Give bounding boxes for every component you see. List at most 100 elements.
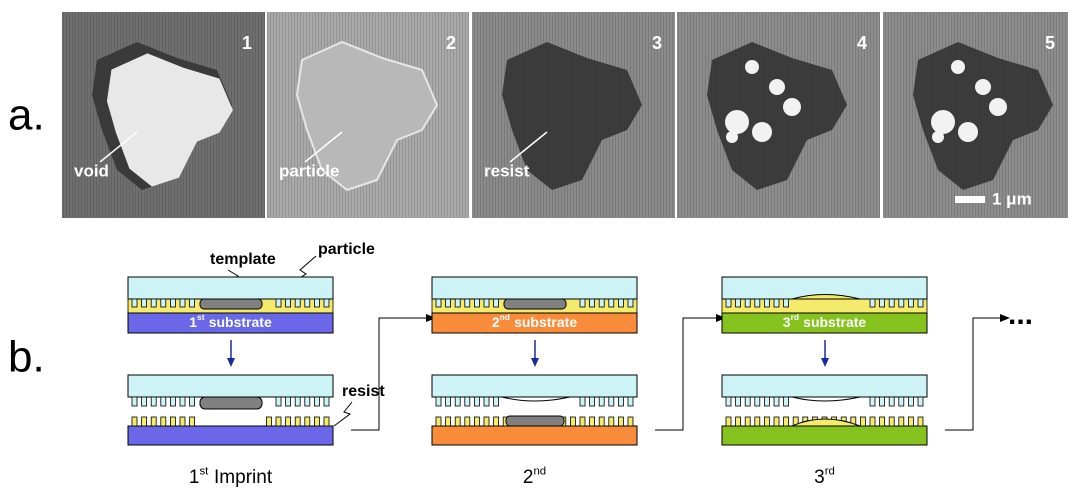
resist-tooth: [899, 417, 904, 426]
tooth: [474, 397, 479, 406]
resist-tooth: [295, 417, 300, 426]
process-arrowhead: [821, 358, 829, 367]
tooth: [745, 397, 750, 406]
resist-tooth: [628, 417, 633, 426]
resist-layer: [722, 299, 927, 313]
template: [722, 375, 927, 397]
resist-tooth: [266, 417, 271, 426]
tooth: [465, 397, 470, 406]
resist-spot: [958, 122, 978, 142]
tooth: [474, 299, 479, 307]
resist-tooth: [305, 417, 310, 426]
tooth: [908, 299, 913, 307]
tooth: [590, 299, 595, 307]
callout-line: [334, 402, 352, 426]
resist-spot: [931, 110, 955, 134]
resist-tooth: [889, 417, 894, 426]
resist-tooth: [436, 417, 441, 426]
resist-tooth: [745, 417, 750, 426]
label-text: substrate: [514, 314, 577, 330]
label-sup: nd: [533, 465, 546, 477]
template: [432, 375, 637, 397]
tooth: [190, 397, 195, 406]
resist-tooth: [599, 417, 604, 426]
resist-spot: [726, 131, 738, 143]
tooth: [151, 397, 156, 406]
tooth: [736, 397, 741, 406]
tooth: [918, 397, 923, 406]
resist-tooth: [455, 417, 460, 426]
resist-spot: [769, 79, 785, 95]
tooth: [908, 397, 913, 406]
tooth: [745, 299, 750, 307]
tooth: [726, 397, 731, 406]
resist-tooth: [618, 417, 623, 426]
resist-spot: [745, 60, 759, 74]
resist-spot: [783, 98, 801, 116]
particle: [506, 416, 564, 426]
tooth: [870, 299, 875, 307]
tooth: [305, 397, 310, 406]
resist-spot: [725, 110, 749, 134]
connector: [945, 318, 1000, 430]
resist-tooth: [324, 417, 329, 426]
tooth: [465, 299, 470, 307]
resist-spot: [752, 122, 772, 142]
label-sup: st: [197, 312, 205, 322]
tooth: [618, 397, 623, 406]
resist-spot: [989, 98, 1007, 116]
substrate: [128, 426, 333, 445]
resist-tooth: [736, 417, 741, 426]
tooth: [628, 299, 633, 307]
resist-tooth: [609, 417, 614, 426]
tooth: [889, 397, 894, 406]
tooth: [784, 299, 789, 307]
label-sup: st: [199, 465, 209, 477]
tooth: [580, 397, 585, 406]
particle: [200, 397, 262, 409]
tooth: [132, 397, 137, 406]
image-number: 5: [1045, 33, 1055, 53]
tooth: [132, 299, 137, 307]
process-arrowhead: [227, 358, 235, 367]
resist-spot: [975, 79, 991, 95]
tooth: [436, 397, 441, 406]
tooth: [580, 299, 585, 307]
page: { "panel_a": { "label": "a.", "images": …: [0, 0, 1073, 493]
tooth: [599, 299, 604, 307]
annotation: void: [74, 161, 109, 180]
tooth: [899, 299, 904, 307]
image-number: 2: [446, 33, 456, 53]
label-num: 2: [492, 314, 500, 330]
tooth: [880, 299, 885, 307]
tooth: [455, 397, 460, 406]
substrate: [432, 426, 637, 445]
resist-tooth: [726, 417, 731, 426]
label-num: 3: [783, 314, 791, 330]
tooth: [726, 299, 731, 307]
tooth: [161, 397, 166, 406]
tooth: [286, 299, 291, 307]
tooth: [764, 397, 769, 406]
tooth: [190, 299, 195, 307]
resist-tooth: [180, 417, 185, 426]
tooth: [170, 299, 175, 307]
resist-bump: [792, 419, 860, 426]
resist-tooth: [170, 417, 175, 426]
resist-tooth: [132, 417, 137, 426]
tooth: [180, 397, 185, 406]
resist-tooth: [161, 417, 166, 426]
particle: [504, 299, 566, 309]
tooth: [784, 397, 789, 406]
tooth: [774, 299, 779, 307]
resist-tooth: [764, 417, 769, 426]
tooth: [755, 397, 760, 406]
annotation: resist: [484, 161, 530, 180]
tooth: [870, 397, 875, 406]
resist-tooth: [774, 417, 779, 426]
label-num: 3: [814, 467, 825, 488]
label-sup: rd: [791, 312, 799, 322]
tooth: [494, 299, 499, 307]
tooth: [276, 299, 281, 307]
